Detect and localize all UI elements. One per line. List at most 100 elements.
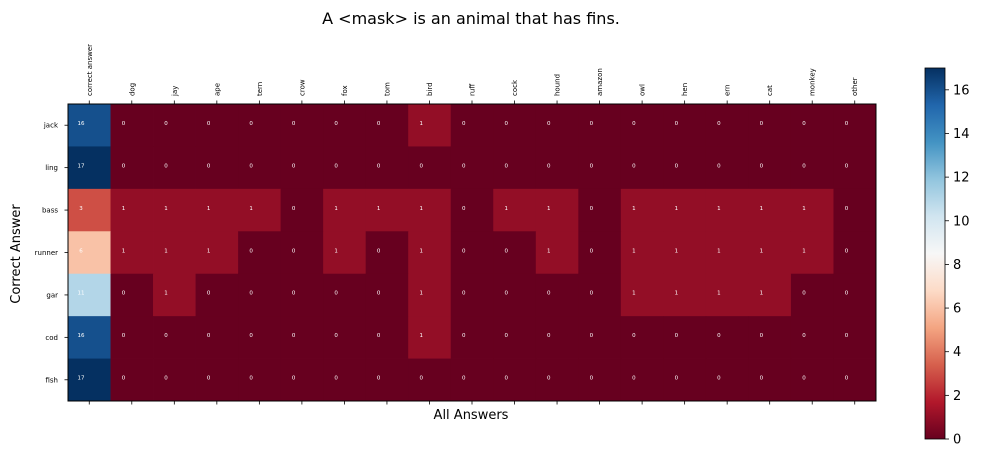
cell-value-label: 0 [249,291,253,297]
y-tick-label: cod [45,334,58,342]
heatmap-cell [535,188,579,232]
cell-value-label: 0 [845,376,849,382]
cell-value-label: 0 [164,333,168,339]
cell-value-label: 0 [675,163,679,169]
heatmap-cell [663,358,707,402]
heatmap-cell [110,316,154,359]
cell-value-label: 1 [419,206,423,212]
cell-value-label: 0 [717,163,721,169]
cell-value-label: 0 [334,376,338,382]
heatmap-cell [280,273,324,317]
cell-value-label: 1 [164,291,168,297]
heatmap-cell [450,358,494,402]
heatmap-cell [535,316,579,359]
heatmap-cell [790,146,834,190]
y-tick-label: fish [46,376,59,384]
heatmap-cell [535,146,579,190]
heatmap-cell [195,358,239,402]
colorbar-gradient [924,67,946,440]
cell-value-label: 0 [292,376,296,382]
heatmap-cell [493,358,537,402]
heatmap-cell [238,358,282,402]
chart-title: A <mask> is an animal that has fins. [322,9,620,28]
cell-value-label: 0 [122,376,126,382]
cell-value-label: 0 [419,163,423,169]
x-tick-label: correct answer [86,44,94,96]
cell-value-label: 0 [547,121,551,127]
cell-value-label: 1 [632,291,636,297]
cell-value-label: 0 [802,291,806,297]
cell-value-label: 0 [462,333,466,339]
cell-value-label: 0 [845,121,849,127]
cell-value-label: 0 [675,376,679,382]
heatmap-cell [153,104,196,147]
heatmap-cell [833,316,877,359]
y-tick-label: gar [46,291,58,299]
cell-value-label: 0 [377,163,381,169]
heatmap-cell [110,188,154,232]
colorbar-tick-label: 12 [953,171,970,186]
x-tick-label: tom [383,82,391,96]
cell-value-label: 0 [334,121,338,127]
cell-value-label: 0 [122,163,126,169]
heatmap-cell [323,231,367,275]
cell-value-label: 0 [292,206,296,212]
cell-value-label: 0 [675,121,679,127]
heatmap-cell [408,273,452,317]
cell-value-label: 0 [547,291,551,297]
cell-value-label: 0 [207,376,211,382]
cell-value-label: 0 [122,121,126,127]
heatmap-cell [705,104,749,147]
x-tick-label: amazon [596,68,604,96]
cell-value-label: 0 [717,121,721,127]
cell-value-label: 0 [505,291,509,297]
heatmap-cell [408,231,452,275]
heatmap-cell [663,273,707,317]
cell-value-label: 1 [675,206,679,212]
cell-value-label: 0 [632,376,636,382]
heatmap-cell [238,104,282,147]
y-tick-label: bass [42,207,58,215]
heatmap-cell [705,358,749,402]
cell-value-label: 0 [292,291,296,297]
cell-value-label: 0 [802,163,806,169]
colorbar-tick-label: 6 [953,302,961,317]
heatmap-grid: 16 0 0 0 0 0 0 0 1 0 0 0 0 0 0 0 0 0 017 0 0 0 0 0 0 0 0 0 0 0 0 0 0 0 0 0 0… [67,103,877,402]
heatmap-cell [578,316,622,359]
heatmap-cell [790,104,834,147]
heatmap-cell [280,188,324,232]
heatmap-cell [195,146,239,190]
heatmap-cell [195,188,239,232]
cell-value-label: 1 [419,248,423,254]
cell-value-label: 0 [760,376,764,382]
heatmap-cell [620,316,664,359]
cell-value-label: 0 [377,333,381,339]
x-tick-label: jay [171,86,179,97]
x-tick-label: cock [511,79,519,96]
cell-value-label: 0 [207,163,211,169]
cell-value-label: 1 [760,291,764,297]
cell-value-label: 0 [505,121,509,127]
cell-value-label: 1 [207,248,211,254]
heatmap-cell [663,231,707,275]
colorbar-tick-label: 14 [953,127,970,142]
cell-value-label: 3 [79,206,83,212]
x-tick-label: crow [298,79,306,96]
heatmap-cell [705,273,749,317]
heatmap-cell [493,104,537,147]
heatmap-cell [493,231,537,275]
heatmap-cell [323,188,367,232]
heatmap-cell [280,316,324,359]
cell-value-label: 0 [590,291,594,297]
heatmap-cell [833,104,877,147]
cell-value-label: 0 [377,248,381,254]
heatmap-cell [535,104,579,147]
heatmap-cell [153,188,196,232]
cell-value-label: 0 [675,333,679,339]
heatmap-cell [238,188,282,232]
colorbar-tick-label: 10 [953,214,970,229]
cell-value-label: 0 [505,248,509,254]
cell-value-label: 0 [164,121,168,127]
cell-value-label: 0 [632,163,636,169]
cell-value-label: 1 [164,206,168,212]
